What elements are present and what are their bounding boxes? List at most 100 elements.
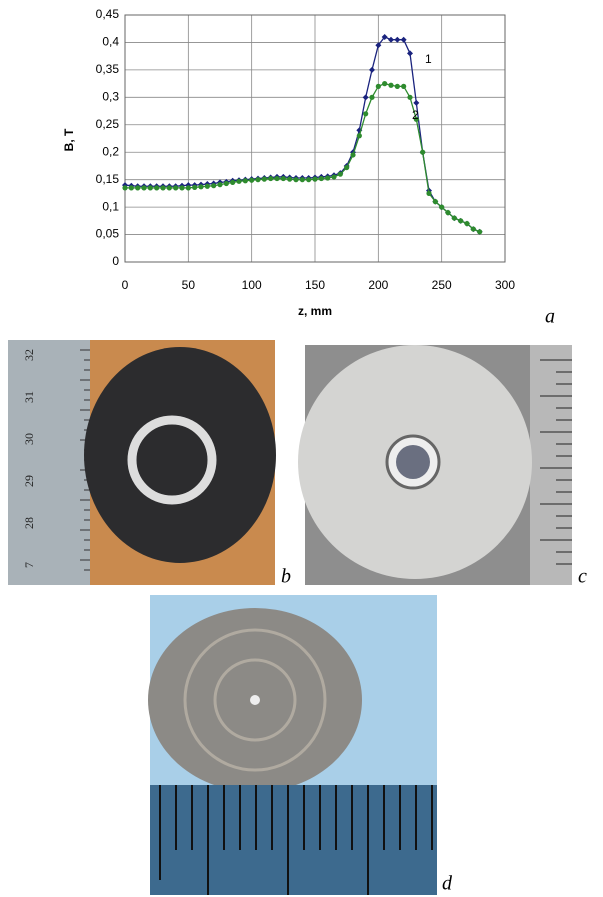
point	[382, 81, 387, 86]
point	[445, 210, 450, 215]
point	[211, 183, 216, 188]
point	[394, 37, 400, 43]
figure: B, T z, mm a 0 0,05 0,1 0,15 0,2 0,25 0,3 0,35 0…	[0, 0, 603, 897]
x-axis-label: z, mm	[298, 304, 332, 318]
ring-center	[396, 445, 430, 479]
ruler	[530, 345, 572, 585]
point	[477, 229, 482, 234]
y-tick-label: 0,05	[96, 227, 120, 241]
point	[369, 95, 374, 100]
point	[160, 185, 165, 190]
point	[198, 184, 203, 189]
point	[344, 165, 349, 170]
point	[407, 95, 412, 100]
point	[306, 177, 311, 182]
series-line	[125, 84, 480, 232]
point	[179, 185, 184, 190]
ruler-label: 31	[22, 391, 36, 403]
photo-c: c	[298, 345, 587, 588]
point	[452, 215, 457, 220]
point	[401, 84, 406, 89]
point	[363, 111, 368, 116]
point	[129, 185, 134, 190]
point	[388, 37, 394, 43]
point	[287, 177, 292, 182]
point	[173, 185, 178, 190]
ruler-label: 28	[22, 517, 36, 529]
point	[293, 177, 298, 182]
x-tick-label: 100	[242, 278, 262, 292]
series-label: 2	[412, 108, 419, 122]
x-tick-label: 200	[368, 278, 388, 292]
y-tick-label: 0,45	[96, 7, 120, 21]
panel-label: b	[281, 566, 291, 588]
point	[154, 185, 159, 190]
point	[331, 174, 336, 179]
chart: B, T z, mm a 0 0,05 0,1 0,15 0,2 0,25 0,3 0,35 0…	[62, 7, 555, 327]
point	[224, 181, 229, 186]
point	[262, 177, 267, 182]
point	[300, 177, 305, 182]
point	[376, 84, 381, 89]
y-tick-label: 0,3	[102, 90, 119, 104]
photo-d: d	[148, 595, 453, 895]
point	[338, 172, 343, 177]
point	[357, 133, 362, 138]
photo-b: 32313029287 b	[8, 340, 291, 588]
point	[148, 185, 153, 190]
point	[217, 182, 222, 187]
point	[464, 221, 469, 226]
ruler-label: 29	[22, 475, 36, 487]
point	[433, 199, 438, 204]
point	[167, 185, 172, 190]
center	[250, 695, 260, 705]
y-tick-label: 0,25	[96, 117, 120, 131]
point	[426, 191, 431, 196]
point	[458, 218, 463, 223]
y-axis-label: B, T	[62, 128, 76, 151]
panel-label: d	[442, 873, 453, 895]
series-label: 1	[425, 52, 432, 66]
x-tick-label: 150	[305, 278, 325, 292]
ruler	[150, 785, 437, 895]
point	[249, 178, 254, 183]
x-tick-label: 0	[122, 278, 129, 292]
point	[471, 226, 476, 231]
point	[236, 179, 241, 184]
point	[407, 50, 413, 56]
panel-label: a	[545, 306, 555, 328]
point	[205, 184, 210, 189]
point	[186, 185, 191, 190]
point	[230, 180, 235, 185]
point	[135, 185, 140, 190]
y-tick-label: 0	[112, 254, 119, 268]
x-tick-label: 250	[432, 278, 452, 292]
ruler	[8, 340, 90, 585]
y-tick-label: 0,2	[102, 144, 119, 158]
point	[395, 84, 400, 89]
point	[274, 176, 279, 181]
panel-label: c	[578, 566, 587, 588]
point	[388, 83, 393, 88]
point	[243, 178, 248, 183]
point	[401, 37, 407, 43]
disc	[84, 347, 276, 563]
point	[192, 185, 197, 190]
point	[369, 67, 375, 73]
y-tick-label: 0,15	[96, 172, 120, 186]
ruler-label: 30	[22, 433, 36, 445]
point	[439, 205, 444, 210]
x-tick-label: 300	[495, 278, 515, 292]
point	[281, 176, 286, 181]
point	[255, 177, 260, 182]
point	[363, 94, 369, 100]
y-tick-label: 0,1	[102, 199, 119, 213]
x-tick-label: 50	[182, 278, 196, 292]
point	[312, 177, 317, 182]
point	[141, 185, 146, 190]
point	[413, 100, 419, 106]
ruler-label: 32	[22, 349, 36, 361]
y-tick-label: 0,4	[102, 35, 119, 49]
point	[350, 152, 355, 157]
y-tick-label: 0,35	[96, 62, 120, 76]
